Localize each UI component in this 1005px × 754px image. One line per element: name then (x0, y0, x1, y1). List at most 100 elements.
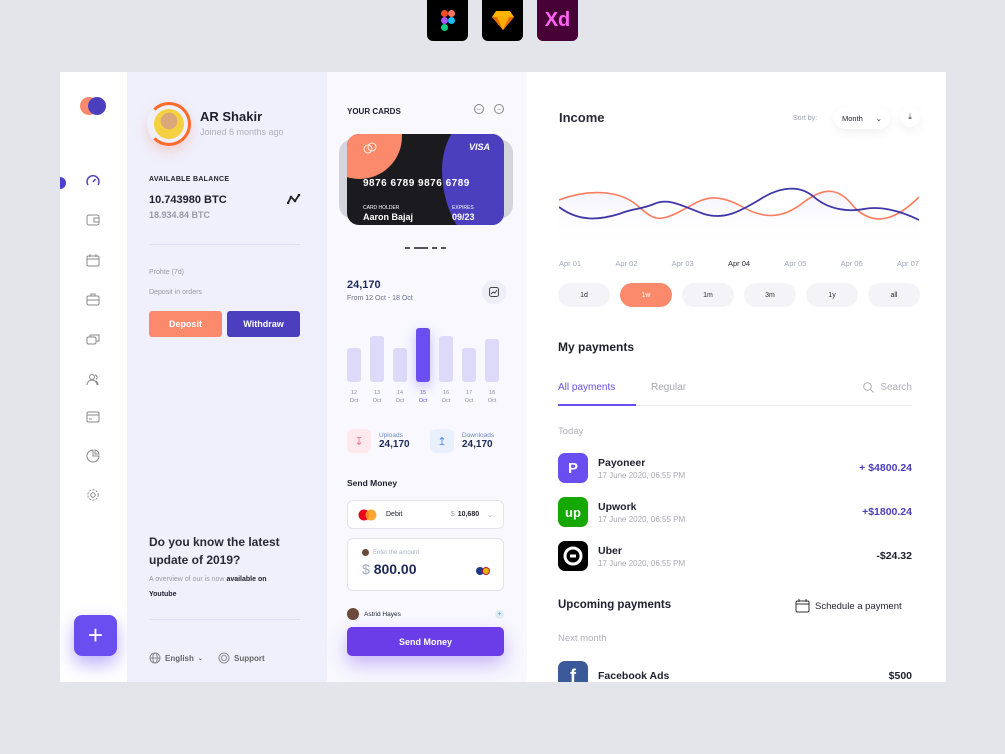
pager-dot-active[interactable] (414, 247, 428, 249)
payment-amount: + $4800.24 (859, 462, 912, 474)
stat-value: 24,170 (347, 279, 381, 291)
credit-card[interactable]: VISA 9876 6789 9876 6789 CARD HOLDER Aar… (347, 134, 504, 225)
x-axis-label: Apr 04 (727, 259, 751, 268)
support-icon (218, 652, 230, 664)
nav-dashboard-icon[interactable] (85, 173, 101, 189)
chart-toggle-button[interactable] (482, 280, 506, 304)
amount-placeholder-text: Enter the amount (373, 549, 420, 556)
app-logo-icon (80, 97, 106, 115)
range-1w[interactable]: 1w (620, 283, 672, 307)
bar-label: 15 Oct (418, 390, 428, 404)
nav-wallet-icon[interactable] (85, 212, 101, 228)
bar-12[interactable] (347, 348, 361, 382)
profit-label: Prohte (7d) (149, 269, 185, 276)
payment-name: Payoneer (598, 456, 646, 469)
download-button[interactable]: ⤓ (900, 107, 920, 127)
pager-dot[interactable] (441, 247, 446, 249)
send-money-button[interactable]: Send Money (347, 627, 504, 656)
mastercard-icon (358, 509, 377, 520)
bar-chart (347, 322, 507, 382)
schedule-payment-button[interactable]: Schedule a payment (795, 599, 902, 613)
pager-dot[interactable] (432, 247, 437, 249)
add-recipient-icon[interactable]: + (495, 609, 504, 619)
range-1d[interactable]: 1d (558, 283, 610, 307)
nav-settings-icon[interactable] (85, 487, 101, 503)
your-cards-title: YOUR CARDS (347, 107, 401, 116)
card-expires-label: EXPIRES (452, 205, 474, 211)
promo-link[interactable]: available on Youtube (149, 576, 267, 598)
debit-currency: $ (450, 511, 455, 518)
sort-select[interactable]: Month ⌄ (834, 107, 890, 129)
payments-search[interactable]: Search (863, 382, 912, 393)
payoneer-logo-icon: P (558, 453, 588, 483)
globe-icon (149, 652, 161, 664)
chart-x-axis: Apr 01 Apr 02 Apr 03 Apr 04 Apr 05 Apr 06 Apr … (559, 259, 919, 268)
nav-users-icon[interactable] (85, 371, 101, 387)
promo-title: Do you know the latest update of 2019? (149, 535, 280, 567)
avatar[interactable] (147, 102, 191, 146)
language-selector[interactable]: English ⌄ (149, 652, 203, 664)
tab-underline (558, 404, 636, 406)
x-axis-label: Apr 01 (559, 259, 582, 268)
upcoming-row[interactable]: f Facebook Ads $500 (558, 660, 912, 682)
balance-btc: 10.743980 BTC (149, 194, 227, 206)
bar-18[interactable] (485, 339, 499, 382)
card-pager[interactable] (405, 247, 446, 249)
downloads-stat: ↥ Downloads 24,170 (430, 429, 494, 453)
stat-range: From 12 Oct - 18 Oct (347, 295, 413, 302)
download-icon: ↧ (347, 429, 371, 453)
next-card-button[interactable]: → (494, 104, 504, 114)
design-tool-icons: Xd (427, 0, 578, 41)
range-3m[interactable]: 3m (744, 283, 796, 307)
bar-15[interactable] (416, 328, 430, 382)
income-title: Income (559, 110, 605, 125)
debit-account-select[interactable]: Debit $ 10,680 ⌄ (347, 500, 504, 529)
nav-calendar-icon[interactable] (85, 252, 101, 268)
range-all[interactable]: all (868, 283, 920, 307)
tab-regular[interactable]: Regular (651, 382, 687, 393)
nav-messages-icon[interactable] (85, 331, 101, 347)
debit-label: Debit (386, 511, 403, 518)
range-1m[interactable]: 1m (682, 283, 734, 307)
bar-17[interactable] (462, 348, 476, 382)
payment-amount: -$24.32 (876, 550, 912, 562)
nav-card-icon[interactable] (85, 409, 101, 425)
amount-number: 800.00 (373, 561, 417, 577)
payment-row[interactable]: up Upwork 17 June 2020, 06:55 PM +$1800.24 (558, 496, 912, 528)
pager-dot[interactable] (405, 247, 410, 249)
language-label: English (165, 653, 194, 663)
debit-amount: 10,680 (457, 511, 480, 518)
bar-13[interactable] (370, 336, 384, 382)
x-axis-label: Apr 05 (784, 259, 807, 268)
deposit-button[interactable]: Deposit (149, 311, 222, 337)
prev-card-button[interactable]: ← (474, 104, 484, 114)
bar-16[interactable] (439, 336, 453, 382)
figma-icon (427, 0, 468, 41)
card-chip-icon (363, 142, 377, 154)
promo-text: A overview of our is now available on Yo… (149, 572, 289, 602)
range-selector: 1d 1w 1m 3m 1y all (558, 283, 920, 307)
amount-input[interactable]: Enter the amount $ 800.00 (347, 538, 504, 591)
support-link[interactable]: Support (218, 652, 265, 664)
downloads-value: 24,170 (462, 439, 493, 450)
balance-label: AVAILABLE BALANCE (149, 176, 230, 183)
range-1y[interactable]: 1y (806, 283, 858, 307)
payment-row[interactable]: Uber 17 June 2020, 06:55 PM -$24.32 (558, 540, 912, 572)
card-decoration (347, 134, 402, 179)
x-axis-label: Apr 02 (615, 259, 638, 268)
payment-name: Facebook Ads (598, 670, 670, 682)
payment-date: 17 June 2020, 06:55 PM (598, 514, 686, 524)
recipient[interactable]: Astrid Hayes + (347, 608, 504, 620)
bar-14[interactable] (393, 348, 407, 382)
withdraw-button[interactable]: Withdraw (227, 311, 300, 337)
trend-icon[interactable] (287, 194, 301, 204)
x-axis-label: Apr 07 (896, 259, 919, 268)
x-axis-label: Apr 06 (840, 259, 863, 268)
currency-flags-icon[interactable] (476, 567, 490, 575)
nav-analytics-icon[interactable] (85, 448, 101, 464)
sketch-icon (482, 0, 523, 41)
add-button[interactable]: + (74, 615, 117, 656)
payment-row[interactable]: P Payoneer 17 June 2020, 06:55 PM + $4800.2… (558, 452, 912, 484)
tab-all-payments[interactable]: All payments (558, 382, 616, 393)
nav-briefcase-icon[interactable] (85, 291, 101, 307)
